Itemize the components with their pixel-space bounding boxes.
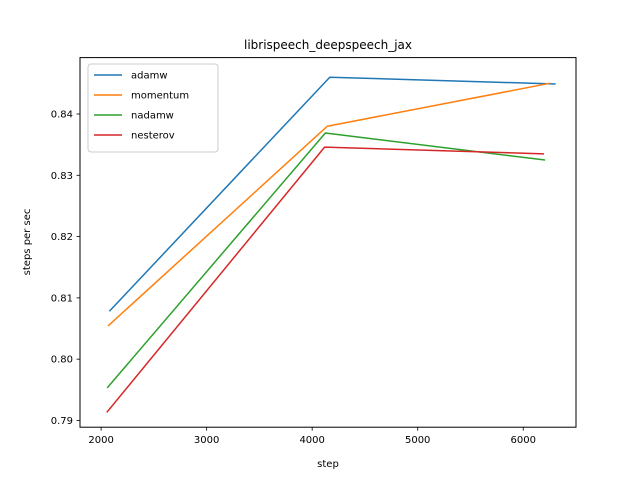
series-line-nadamw <box>106 132 546 389</box>
y-axis-ticks: 0.79 0.80 0.81 0.82 0.83 0.84 <box>51 109 80 427</box>
legend-box <box>87 63 219 153</box>
chart-title: librispeech_deepspeech_jax <box>244 38 412 52</box>
x-tick-label: 3000 <box>194 435 219 446</box>
legend-label-adamw: adamw <box>131 71 168 82</box>
y-tick-label: 0.82 <box>51 232 73 243</box>
x-tick-label: 5000 <box>405 435 430 446</box>
legend-label-nadamw: nadamw <box>131 111 174 122</box>
x-tick-label: 2000 <box>88 435 113 446</box>
x-axis-ticks: 2000 3000 4000 5000 6000 <box>88 427 536 446</box>
legend-label-nesterov: nesterov <box>131 131 175 142</box>
series-line-adamw <box>108 76 556 312</box>
y-tick-label: 0.83 <box>51 171 73 182</box>
series-line-nesterov <box>106 146 545 413</box>
legend-label-momentum: momentum <box>131 91 189 102</box>
x-tick-label: 4000 <box>299 435 324 446</box>
x-axis-label: step <box>317 459 339 470</box>
y-axis-label: steps per sec <box>22 209 33 276</box>
x-tick-label: 6000 <box>511 435 536 446</box>
y-tick-label: 0.84 <box>51 109 73 120</box>
series-line-momentum <box>107 82 551 327</box>
y-tick-label: 0.81 <box>51 293 73 304</box>
y-tick-label: 0.80 <box>51 355 73 366</box>
series-layer <box>106 76 556 413</box>
y-tick-label: 0.79 <box>51 416 73 427</box>
plot-frame <box>79 57 577 428</box>
legend: adamw momentum nadamw nesterov <box>87 63 219 153</box>
